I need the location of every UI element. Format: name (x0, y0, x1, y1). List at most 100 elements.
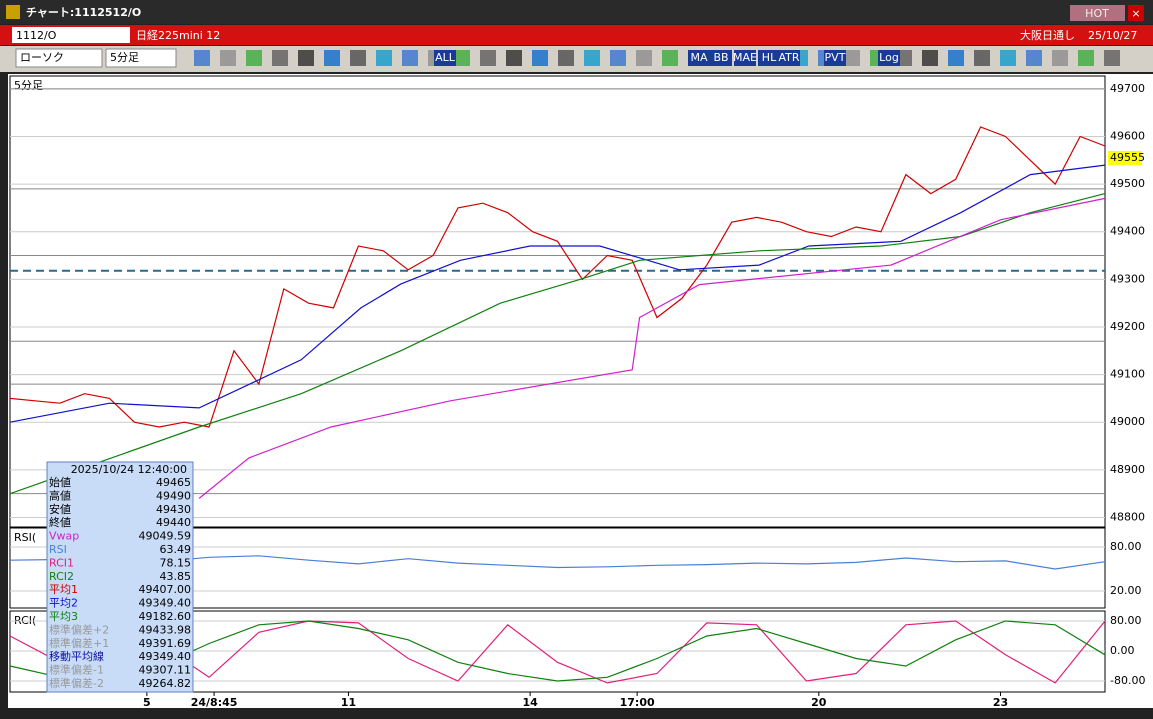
tool-icon[interactable] (402, 50, 418, 66)
tool-icon[interactable] (610, 50, 626, 66)
tool-icon[interactable] (454, 50, 470, 66)
info-value: 49465 (156, 476, 191, 489)
x-tick-label: 11 (341, 696, 356, 709)
period-select[interactable] (105, 48, 177, 68)
y-tick-label: 49700 (1110, 82, 1145, 95)
tool-icon[interactable] (1052, 50, 1068, 66)
y-tick-label: 49400 (1110, 225, 1145, 238)
window-title: チャート:1112512/O (26, 6, 141, 19)
tool-icon[interactable] (532, 50, 548, 66)
x-tick-label: 17:00 (620, 696, 655, 709)
info-label: 標準偏差-2 (49, 676, 104, 690)
info-label: RCI2 (49, 570, 74, 583)
tool-button[interactable] (778, 50, 800, 66)
info-label: 標準偏差-1 (49, 663, 104, 677)
tool-icon[interactable] (246, 50, 262, 66)
tool-icon[interactable] (272, 50, 288, 66)
info-value: 49349.40 (139, 650, 192, 663)
panel-label: RSI( (14, 531, 36, 544)
instrument-name: 日経225mini 12 (136, 29, 220, 42)
series-line (198, 197, 1106, 499)
chart-type-select[interactable] (15, 48, 103, 68)
panel-label: 5分足 (14, 79, 43, 92)
panel-frame (9, 75, 1106, 528)
tool-button[interactable] (710, 50, 732, 66)
y-tick-label: 20.00 (1110, 584, 1142, 597)
hot-button[interactable] (1070, 5, 1125, 21)
info-value: 49182.60 (139, 610, 192, 623)
info-label: 平均2 (49, 597, 78, 610)
app-icon (6, 5, 20, 19)
tool-icon[interactable] (324, 50, 340, 66)
info-label: 移動平均線 (49, 649, 104, 663)
tool-button-label: PVT (825, 51, 846, 64)
info-value: 43.85 (160, 570, 192, 583)
header-bar (0, 25, 1153, 45)
tool-button-label: Log (879, 51, 899, 64)
tool-button[interactable] (758, 50, 780, 66)
hot-label: HOT (1085, 7, 1109, 20)
info-value: 49407.00 (139, 583, 192, 596)
tool-icon[interactable] (1078, 50, 1094, 66)
tool-icon[interactable] (376, 50, 392, 66)
info-value: 49391.69 (139, 637, 192, 650)
info-value: 49307.11 (139, 664, 192, 677)
y-tick-label: 48900 (1110, 463, 1145, 476)
tool-button[interactable] (878, 50, 900, 66)
period: 5分足 (110, 51, 139, 64)
tool-icon[interactable] (480, 50, 496, 66)
tool-button[interactable] (734, 50, 756, 66)
tool-icon[interactable] (974, 50, 990, 66)
tool-icon[interactable] (350, 50, 366, 66)
info-value: 63.49 (160, 543, 192, 556)
tool-icon[interactable] (1026, 50, 1042, 66)
tool-button-label: HL (762, 51, 777, 64)
tool-icon[interactable] (506, 50, 522, 66)
tool-icon[interactable] (922, 50, 938, 66)
y-tick-label: 49300 (1110, 272, 1145, 285)
tool-button-label: ATR (778, 51, 799, 64)
info-label: 標準偏差+2 (49, 622, 109, 636)
price-axis (1105, 74, 1153, 708)
tool-button[interactable] (824, 50, 846, 66)
y-tick-label: 49100 (1110, 368, 1145, 381)
close-button[interactable] (1128, 5, 1144, 21)
y-tick-label: -80.00 (1110, 674, 1145, 687)
x-tick-label: 24/8:45 (191, 696, 238, 709)
y-tick-label: 80.00 (1110, 540, 1142, 553)
tool-icon[interactable] (220, 50, 236, 66)
info-label: 平均1 (49, 583, 78, 596)
tool-button[interactable] (434, 50, 456, 66)
tool-icon[interactable] (194, 50, 210, 66)
y-tick-label: 48800 (1110, 510, 1145, 523)
info-label: 終値 (49, 515, 71, 529)
info-value: 49049.59 (139, 530, 192, 543)
info-label: 高値 (49, 488, 71, 502)
x-tick-label: 23 (993, 696, 1008, 709)
code-input[interactable] (12, 27, 130, 43)
tool-icon[interactable] (636, 50, 652, 66)
y-tick-label: 0.00 (1110, 644, 1135, 657)
tool-icon[interactable] (844, 50, 860, 66)
series-line (9, 164, 1106, 423)
tool-icon[interactable] (298, 50, 314, 66)
title-bar (0, 0, 1153, 24)
y-tick-label: 80.00 (1110, 614, 1142, 627)
x-tick-label: 14 (522, 696, 538, 709)
chart-type: ローソク (20, 51, 64, 64)
tool-button-label: BB (713, 51, 728, 64)
tool-icon[interactable] (948, 50, 964, 66)
info-label: 安値 (49, 502, 71, 516)
info-label: 標準偏差+1 (49, 636, 109, 650)
panel-frame (9, 527, 1106, 609)
tool-button[interactable] (688, 50, 710, 66)
tool-icon[interactable] (1104, 50, 1120, 66)
tool-icon[interactable] (1000, 50, 1016, 66)
tool-icon[interactable] (558, 50, 574, 66)
tool-icon[interactable] (662, 50, 678, 66)
y-tick-label: 49000 (1110, 415, 1145, 428)
tool-icon[interactable] (584, 50, 600, 66)
info-value: 49264.82 (139, 677, 192, 690)
